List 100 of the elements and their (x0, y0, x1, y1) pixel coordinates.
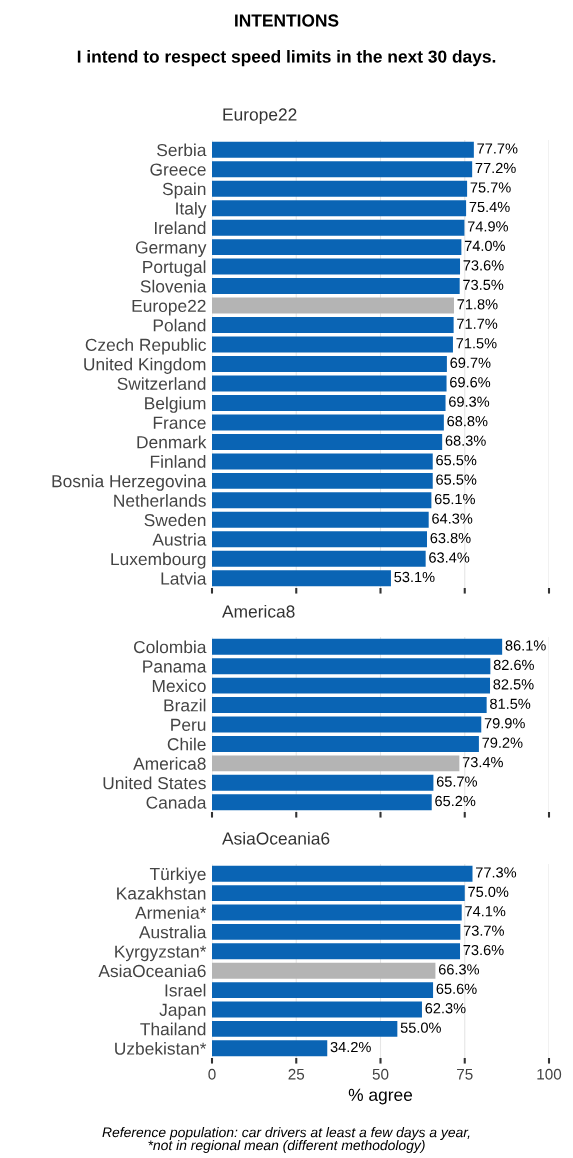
bar (212, 356, 447, 372)
y-tick-label: Belgium (145, 396, 206, 413)
data-label: 79.2% (482, 737, 523, 748)
bar (212, 794, 432, 811)
y-tick-label: Thailand (140, 1022, 206, 1036)
data-label: 71.7% (457, 318, 498, 329)
data-label: 65.5% (436, 474, 477, 485)
bar (212, 1020, 398, 1037)
bar (212, 278, 460, 295)
data-label: 77.2% (475, 162, 516, 174)
data-label: 68.8% (447, 416, 488, 427)
data-label: 75.0% (468, 886, 509, 898)
y-tick-label: Kyrgyzstan* (115, 945, 207, 962)
y-tick-label: Switzerland (117, 377, 206, 390)
bar (212, 1040, 328, 1057)
bar (212, 414, 444, 431)
data-label: 63.8% (430, 532, 471, 544)
data-label: 53.1% (394, 571, 435, 583)
y-tick-label: America8 (133, 757, 206, 770)
y-tick-label: Brazil (164, 698, 206, 712)
data-label: 73.6% (463, 944, 504, 956)
bar (212, 511, 429, 528)
data-label: 73.5% (463, 279, 504, 290)
text: AsiaOceania6 (222, 831, 330, 845)
bar (212, 433, 443, 450)
data-label: 69.6% (450, 377, 491, 388)
data-label: 65.6% (436, 983, 477, 995)
y-tick-label: Mexico (152, 679, 206, 693)
bar (212, 865, 473, 882)
data-label: 62.3% (425, 1003, 466, 1014)
y-tick-label: Ireland (154, 221, 206, 235)
bar (212, 531, 428, 548)
x-tick-label: 50 (372, 1068, 389, 1080)
text: Reference population: car drivers at least a few days a year, *not in regional mean (different methodology) (102, 1127, 470, 1153)
bar (212, 492, 432, 509)
data-label: 66.3% (438, 964, 480, 975)
bar (212, 297, 454, 314)
x-tick-label: 100 (537, 1068, 562, 1080)
data-label: 65.2% (435, 795, 476, 807)
y-tick-label: United States (103, 776, 206, 790)
bar (212, 904, 462, 921)
y-tick-label: Denmark (137, 435, 207, 449)
y-tick-label: Finland (150, 455, 206, 468)
bar (212, 962, 436, 979)
data-label: 73.4% (462, 756, 503, 768)
y-tick-label: Sweden (144, 513, 206, 527)
y-tick-label: Uzbekistan* (115, 1042, 207, 1055)
x-tick-label: 25 (288, 1068, 305, 1080)
data-label: 75.7% (470, 182, 511, 193)
y-tick-label: Spain (162, 182, 206, 199)
data-label: 63.4% (429, 552, 470, 563)
data-label: 81.5% (490, 698, 531, 709)
bar (212, 336, 453, 353)
bar (212, 453, 433, 470)
bar (212, 394, 446, 411)
bar (212, 735, 479, 752)
y-tick-label: Poland (153, 318, 206, 332)
data-label: 65.7% (436, 776, 478, 787)
x-axis-title: % agree (348, 1088, 413, 1105)
text: America8 (222, 604, 295, 618)
y-tick-label: Luxembourg (111, 552, 206, 569)
bar (212, 1001, 422, 1018)
data-label: 71.8% (457, 299, 498, 310)
text: Europe22 (223, 108, 297, 125)
bar (212, 472, 433, 489)
bar (212, 550, 426, 567)
y-tick-label: Canada (146, 795, 207, 809)
y-tick-label: Czech Republic (85, 338, 206, 355)
chart-title: INTENTIONS (235, 14, 339, 27)
y-tick-label: Slovenia (140, 279, 207, 293)
data-label: 75.4% (469, 201, 510, 213)
x-tick-label: 0 (208, 1068, 216, 1080)
bar (212, 885, 465, 902)
y-tick-label: Portugal (143, 260, 206, 277)
y-tick-label: Armenia* (135, 906, 207, 919)
y-tick-label: Türkiye (149, 867, 206, 884)
data-label: 64.3% (432, 513, 473, 524)
y-tick-label: Peru (171, 718, 206, 731)
bar (212, 943, 461, 960)
data-label: 77.7% (477, 143, 518, 154)
y-tick-label: Japan (159, 1003, 206, 1020)
data-label: 82.6% (493, 659, 534, 671)
data-label: 55.0% (400, 1022, 441, 1033)
y-tick-label: Germany (135, 241, 207, 258)
data-label: 74.9% (467, 221, 509, 232)
bar (212, 755, 460, 772)
data-label: 77.3% (476, 867, 517, 878)
bar (212, 677, 491, 694)
y-tick-label: Serbia (157, 143, 207, 157)
data-label: 69.7% (450, 357, 491, 368)
data-label: 68.3% (445, 435, 486, 446)
y-tick-label: Latvia (161, 571, 207, 585)
data-label: 69.3% (449, 396, 490, 407)
y-tick-label: Colombia (133, 640, 207, 654)
y-tick-label: Australia (138, 925, 207, 939)
bar (212, 697, 487, 714)
bar (212, 219, 465, 236)
bar (212, 923, 461, 940)
y-tick-label: Greece (150, 163, 206, 176)
y-tick-label: Kazakhstan (117, 886, 206, 900)
